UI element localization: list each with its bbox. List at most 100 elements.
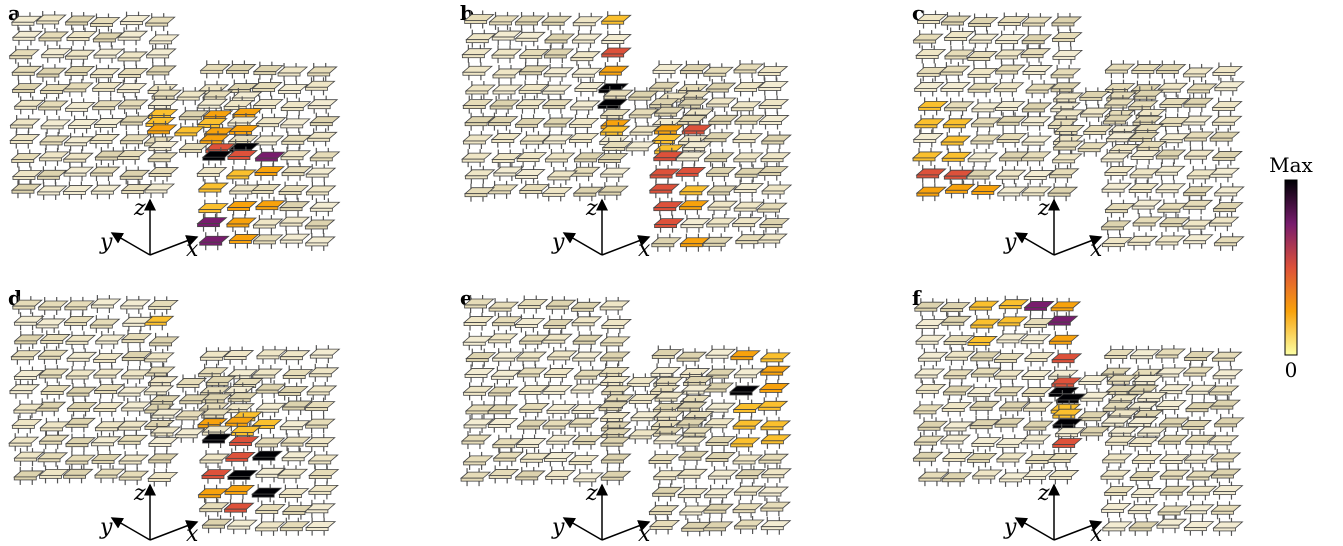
- plate-edge: [41, 126, 63, 129]
- plate-edge: [93, 107, 115, 110]
- plate-edge: [306, 528, 328, 531]
- plate-edge: [1186, 391, 1208, 394]
- plate: [679, 85, 708, 91]
- plate: [148, 85, 177, 91]
- plate: [119, 455, 148, 461]
- plate: [575, 82, 604, 88]
- plate: [945, 102, 974, 108]
- plate: [309, 469, 338, 475]
- plate: [604, 395, 633, 401]
- plate-edge: [12, 190, 34, 193]
- plate-edge: [14, 376, 36, 379]
- plate-edge: [649, 461, 671, 464]
- plate: [705, 153, 734, 159]
- plate: [680, 369, 709, 375]
- plate: [601, 337, 630, 343]
- plate: [206, 376, 235, 382]
- plate: [515, 318, 544, 324]
- plate: [39, 101, 68, 107]
- plate: [548, 351, 577, 357]
- plate: [1023, 66, 1052, 72]
- plate-edge: [13, 176, 35, 179]
- plate-edge: [762, 191, 784, 194]
- plate-edge: [1022, 377, 1044, 380]
- plate: [1160, 486, 1189, 492]
- plate: [177, 378, 206, 384]
- plate: [914, 405, 943, 411]
- plate-edge: [1105, 70, 1127, 73]
- plate: [574, 153, 603, 159]
- plate-edge: [516, 38, 538, 41]
- plate: [601, 422, 630, 428]
- plate-edge: [708, 192, 730, 195]
- plate: [653, 487, 682, 493]
- plate: [627, 377, 656, 383]
- plate-edge: [520, 55, 542, 58]
- plate-edge: [13, 90, 35, 93]
- plate: [227, 170, 256, 176]
- plate: [1022, 388, 1051, 394]
- plate: [996, 65, 1025, 71]
- plate: [68, 402, 97, 408]
- plate-edge: [758, 240, 780, 243]
- plate-edge: [66, 56, 88, 59]
- plate-edge: [968, 74, 990, 77]
- plate-edge: [1213, 376, 1235, 379]
- plate: [913, 152, 942, 158]
- plate-edge: [148, 478, 170, 481]
- plate: [306, 522, 335, 528]
- plate-edge: [945, 357, 967, 360]
- plate-edge: [520, 72, 542, 75]
- axis-label-x: x: [638, 237, 651, 262]
- plate-edge: [630, 132, 652, 135]
- plate: [226, 64, 255, 70]
- plate-edge: [1107, 381, 1129, 384]
- plate: [677, 437, 706, 443]
- plate-edge: [1101, 476, 1123, 479]
- plate-edge: [543, 141, 565, 144]
- plate-edge: [1128, 511, 1150, 514]
- plate-edge: [224, 357, 246, 360]
- plate: [121, 16, 150, 22]
- plate-edge: [1106, 442, 1128, 445]
- plate-edge: [994, 359, 1016, 362]
- plate: [544, 68, 573, 74]
- plate-edge: [206, 382, 228, 385]
- plate-edge: [494, 458, 516, 461]
- plate-edge: [1080, 97, 1102, 100]
- plate-edge: [546, 306, 568, 309]
- plate: [1048, 187, 1077, 193]
- plate-edge: [66, 376, 88, 379]
- plate-edge: [466, 40, 488, 43]
- plate: [601, 471, 630, 477]
- plate-edge: [916, 55, 938, 58]
- plate: [465, 368, 494, 374]
- plate: [996, 170, 1025, 176]
- plate-edge: [1156, 70, 1178, 73]
- plate: [488, 334, 517, 340]
- plate-edge: [1130, 175, 1152, 178]
- plate-edge: [489, 191, 511, 194]
- plate: [117, 84, 146, 90]
- plate-edge: [488, 411, 510, 414]
- plate-edge: [1156, 190, 1178, 193]
- plate: [544, 319, 573, 325]
- plate-edge: [465, 20, 487, 23]
- plate: [941, 136, 970, 142]
- plate-edge: [761, 508, 783, 511]
- plate-edge: [709, 476, 731, 479]
- plate-edge: [251, 191, 273, 194]
- plate: [11, 119, 40, 125]
- plate-edge: [198, 224, 220, 227]
- plate: [682, 125, 711, 131]
- plate-edge: [95, 475, 117, 478]
- plate: [602, 35, 631, 41]
- plate: [228, 117, 257, 123]
- plate: [946, 184, 975, 190]
- plate-edge: [488, 340, 510, 343]
- plate-edge: [971, 141, 993, 144]
- plate: [520, 66, 549, 72]
- plate-edge: [706, 173, 728, 176]
- plate-edge: [1024, 177, 1046, 180]
- plate: [1210, 132, 1239, 138]
